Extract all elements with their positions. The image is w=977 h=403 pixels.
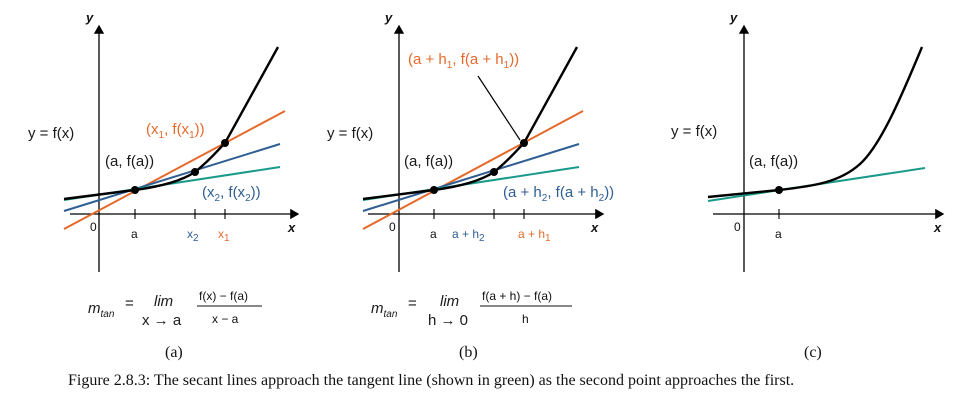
panel-b-formula: mtan = lim h → 0 f(a + h) − f(a) h: [371, 289, 572, 329]
panel-b: y x 0 y = f(x) (a, f(a)) (a + h1, f(a + …: [327, 10, 614, 361]
panel-b-point-h1: [520, 139, 528, 147]
panel-b-formula-lim-under: h → 0: [428, 312, 468, 329]
panel-c-function-label: y = f(x): [671, 123, 717, 140]
panel-a-tick-x1-label: x1: [218, 227, 230, 244]
panel-b-tick-h2-label: a + h2: [452, 227, 485, 244]
panel-b-caption: (b): [459, 344, 478, 361]
panel-a-formula: mtan = lim x → a f(x) − f(a) x − a: [88, 289, 262, 329]
panel-a-formula-eq: =: [125, 295, 134, 312]
panel-b-point-a: [430, 186, 438, 194]
panel-a-tick-a-label: a: [131, 227, 138, 241]
panel-a-function-label: y = f(x): [28, 125, 74, 142]
panel-c-point-a-label: (a, f(a)): [749, 153, 798, 170]
panel-a-point-x2: [191, 168, 199, 176]
panel-a-point-a-label: (a, f(a)): [105, 153, 154, 170]
panel-b-formula-m: mtan: [371, 300, 398, 320]
panel-b-formula-numerator: f(a + h) − f(a): [482, 289, 552, 303]
panel-b-formula-denominator: h: [522, 312, 529, 326]
panel-a-tick-x2-label: x2: [187, 227, 199, 244]
panel-a-x-axis-label: x: [287, 220, 296, 235]
panel-b-x-axis-label: x: [590, 220, 599, 235]
panel-c-caption: (c): [804, 344, 822, 361]
panel-a-formula-lim: lim: [154, 293, 173, 310]
panel-c-curve: [708, 47, 922, 197]
panel-a-formula-denominator: x − a: [212, 312, 239, 326]
panel-c-x-axis-label: x: [933, 220, 942, 235]
panel-b-leader-line: [478, 76, 520, 140]
panel-c-tick-a-label: a: [775, 227, 782, 241]
panel-b-formula-eq: =: [408, 295, 417, 312]
panel-b-formula-lim: lim: [440, 293, 459, 310]
panel-b-y-axis-label: y: [384, 10, 393, 25]
panel-b-point-h1-label: (a + h1, f(a + h1)): [408, 51, 519, 71]
panel-a-formula-m: mtan: [88, 300, 115, 320]
panel-b-secant-h1-line: [363, 111, 583, 229]
panel-b-origin-label: 0: [389, 220, 396, 234]
panel-b-tick-h1-label: a + h1: [518, 227, 551, 244]
panel-a-formula-lim-under: x → a: [142, 312, 182, 329]
panel-a-point-x1: [221, 139, 229, 147]
panel-a-formula-numerator: f(x) − f(a): [199, 289, 248, 303]
panel-a-origin-label: 0: [90, 220, 97, 234]
panel-b-point-a-label: (a, f(a)): [404, 153, 453, 170]
panel-c-origin-label: 0: [734, 220, 741, 234]
panel-a-point-a: [131, 186, 139, 194]
panel-a-caption: (a): [165, 344, 183, 361]
panel-a-point-x2-label: (x2, f(x2)): [202, 184, 261, 204]
panel-a-point-x1-label: (x1, f(x1)): [146, 121, 205, 141]
panel-c-point-a: [775, 186, 783, 194]
panel-b-curve: [363, 47, 577, 199]
panel-b-tick-a-label: a: [430, 227, 437, 241]
panel-b-function-label: y = f(x): [327, 125, 373, 142]
panel-c: y x 0 y = f(x) (a, f(a)) a (c): [671, 10, 943, 361]
panel-c-y-axis-label: y: [729, 10, 738, 25]
figure-caption: Figure 2.8.3: The secant lines approach …: [68, 372, 794, 389]
panel-b-point-h2-label: (a + h2, f(a + h2)): [503, 184, 614, 204]
panel-a-y-axis-label: y: [85, 10, 94, 25]
panel-a: y x 0 y = f(x) (a, f(a)) (x1, f(x1)) (x2…: [28, 10, 298, 361]
panel-b-point-h2: [490, 168, 498, 176]
